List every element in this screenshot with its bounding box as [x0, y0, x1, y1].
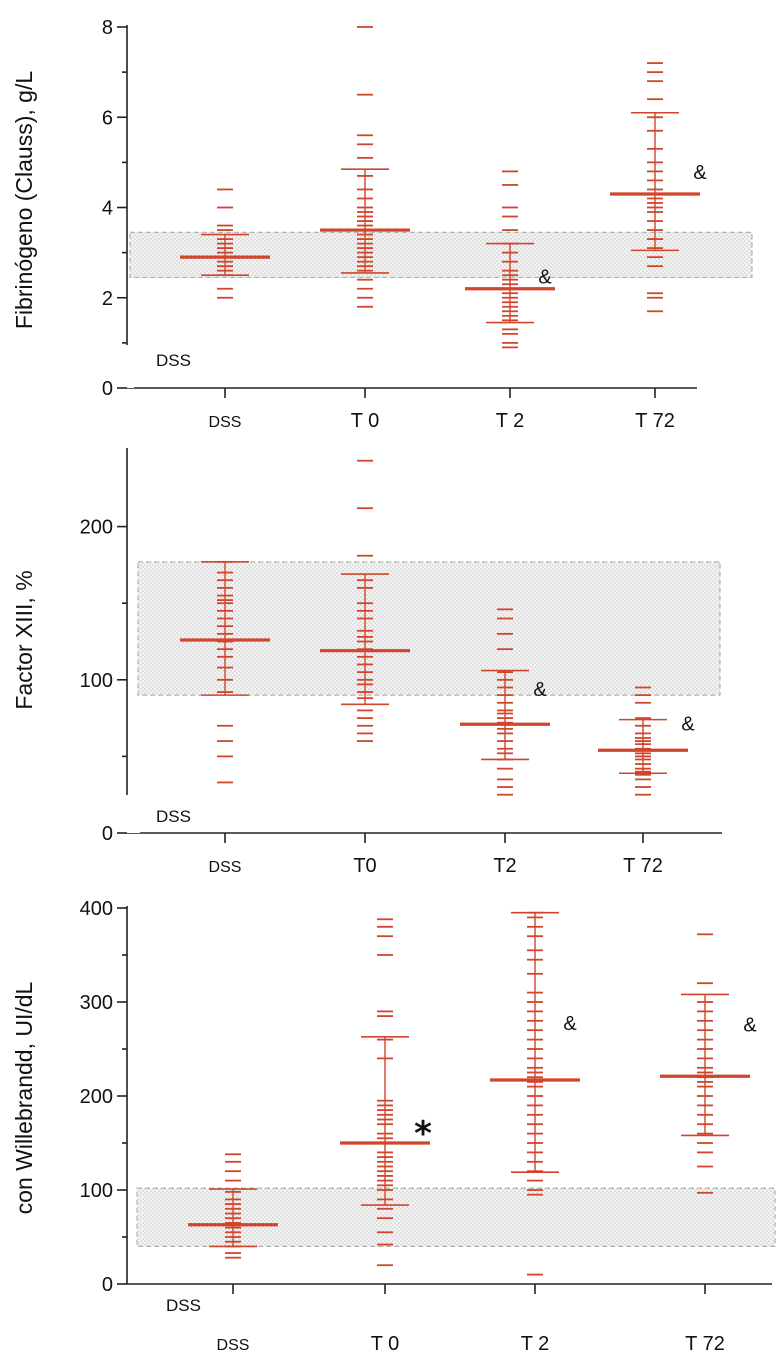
x-tick-label: T 72 [685, 1333, 725, 1355]
x-tick-label: T 0 [371, 1333, 400, 1355]
significance-ampersand: & [681, 713, 695, 735]
y-tick-label: 0 [102, 1274, 113, 1296]
y-tick-label: 8 [102, 17, 113, 39]
significance-ampersand: & [533, 679, 547, 701]
group-t0: T0 [320, 459, 410, 877]
chart-panel-3: 0 100 200 300 400 con Willebrandd, UI/dL DSS DS… [11, 898, 776, 1355]
reference-band [136, 1187, 776, 1247]
y-axis-title: con Willebrandd, UI/dL [11, 981, 37, 1214]
chart-panel-1: 0 2 4 6 8 Fibrinógeno (Clauss), g/L DSS DSS T 0 T… [11, 17, 753, 432]
y-tick-label: 4 [102, 198, 113, 220]
axis-gap [123, 795, 140, 833]
group-dss: DSS [180, 560, 270, 876]
group-t-2: T 2 & [465, 170, 555, 432]
group-t2: T2 & [460, 608, 550, 877]
x-tick-label: T 2 [521, 1333, 550, 1355]
significance-ampersand: & [563, 1013, 577, 1035]
y-tick-label: 6 [102, 107, 113, 129]
y-tick-label: 0 [102, 823, 113, 845]
group-t-72: T 72 & [610, 62, 707, 432]
group-t-0: T 0 * [340, 918, 432, 1355]
significance-ampersand: & [743, 1014, 757, 1036]
x-tick-label: T 0 [351, 410, 380, 432]
x-tick-label: DSS [217, 1337, 250, 1354]
x-tick-label: T 72 [623, 855, 663, 877]
x-tick-label: T2 [493, 855, 516, 877]
y-tick-label: 400 [80, 898, 113, 920]
reference-band-label: DSS [166, 1296, 201, 1315]
axis-gap [123, 345, 134, 388]
x-tick-label: T 2 [496, 410, 525, 432]
y-tick-label: 2 [102, 288, 113, 310]
group-t-0: T 0 [320, 26, 410, 432]
x-tick-label: DSS [209, 414, 242, 431]
x-tick-label: DSS [209, 859, 242, 876]
x-tick-label: T 72 [635, 410, 675, 432]
significance-ampersand: & [538, 267, 552, 289]
reference-band-label: DSS [156, 351, 191, 370]
group-dss: DSS [180, 188, 270, 431]
y-tick-label: 100 [80, 1180, 113, 1202]
y-tick-label: 0 [102, 378, 113, 400]
chart-panel-2: 0 100 200 Factor XIII, % DSS DSS T0 T2 & T 72 & [11, 448, 722, 877]
x-tick-label: T0 [353, 855, 376, 877]
y-tick-label: 200 [80, 517, 113, 539]
y-axis-title: Fibrinógeno (Clauss), g/L [11, 71, 37, 329]
y-tick-label: 200 [80, 1086, 113, 1108]
group-t-72: T 72 & [598, 686, 695, 877]
group-dss: DSS [188, 1153, 278, 1354]
y-tick-label: 100 [80, 670, 113, 692]
y-axis-title: Factor XIII, % [11, 570, 37, 709]
reference-band [137, 561, 721, 696]
group-t-2: T 2 & [490, 911, 580, 1355]
significance-star: * [414, 1114, 432, 1154]
y-tick-label: 300 [80, 992, 113, 1014]
significance-ampersand: & [693, 162, 707, 184]
group-t-72: T 72 & [660, 933, 757, 1355]
reference-band-label: DSS [156, 807, 191, 826]
